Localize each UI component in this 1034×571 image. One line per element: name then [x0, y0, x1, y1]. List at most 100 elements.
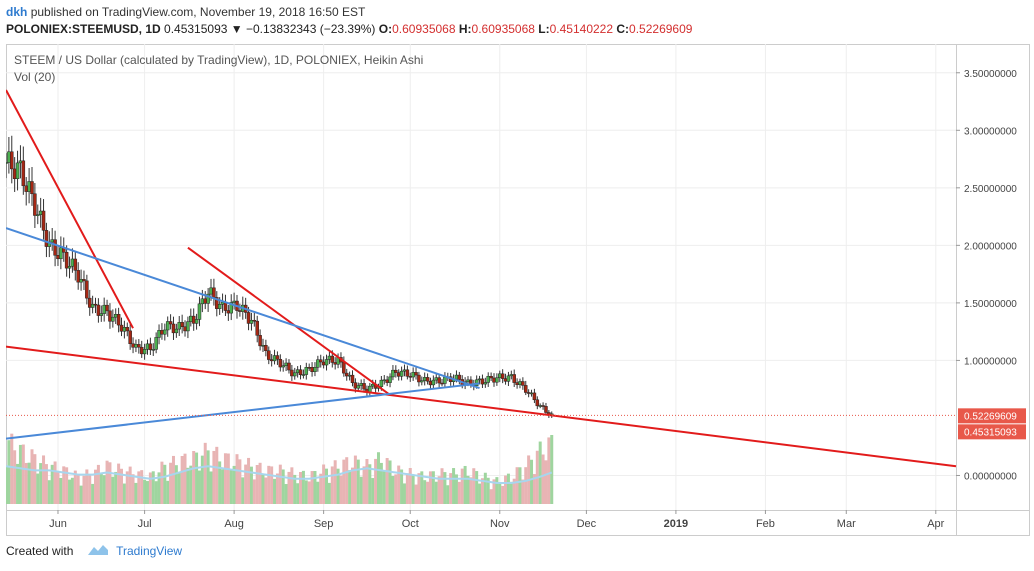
candle-body: [344, 372, 349, 377]
volume-bar: [200, 455, 204, 504]
volume-bar: [238, 459, 242, 504]
volume-bar: [174, 465, 178, 504]
candle-body: [209, 287, 213, 295]
price-badge: [958, 408, 1026, 424]
candle-body: [186, 321, 190, 332]
price-change: ▼ −0.13832343 (−23.39%): [230, 22, 376, 36]
author-link[interactable]: dkh: [6, 5, 28, 19]
candle-body: [321, 361, 326, 366]
volume-bar: [131, 474, 135, 504]
candle-body: [538, 405, 542, 407]
trendlines[interactable]: [5, 89, 957, 468]
x-tick-label: Mar: [837, 518, 856, 530]
candle-body: [532, 392, 537, 401]
candle-body: [30, 181, 34, 195]
y-tick-label: 1.00000000: [964, 356, 1017, 367]
candle-body: [160, 330, 164, 335]
volume-bar: [428, 471, 432, 504]
candle-body: [287, 362, 291, 371]
volume-bar: [215, 446, 219, 504]
volume-bar: [212, 450, 216, 504]
volume-bar: [111, 476, 115, 504]
y-tick-label: 3.00000000: [964, 126, 1017, 137]
candle-body: [526, 392, 531, 394]
volume-bar: [7, 440, 11, 504]
volume-bar: [134, 482, 138, 504]
volume-bar: [362, 466, 366, 504]
candle-body: [498, 373, 502, 379]
candle-body: [477, 378, 482, 381]
volume-bar: [402, 483, 406, 504]
candle-body: [102, 304, 106, 314]
candle-body: [417, 374, 421, 383]
volume-bar: [252, 479, 256, 504]
volume-bar: [59, 477, 63, 504]
volume-bar: [206, 450, 210, 504]
volume-bar: [368, 464, 372, 504]
volume-bar: [91, 483, 95, 504]
created-with-label: Created with: [6, 544, 74, 558]
candle-body: [64, 251, 69, 269]
volume-bar: [359, 476, 363, 504]
price-axis[interactable]: 3.50000000 3.00000000 2.50000000 2.00000000…: [956, 69, 1017, 483]
candle-body: [36, 214, 40, 216]
candle-body: [512, 374, 516, 383]
volume-bar: [171, 455, 175, 504]
candle-body: [342, 361, 346, 374]
volume-bar: [310, 471, 314, 504]
candle-body: [333, 362, 337, 365]
publish-line: dkh published on TradingView.com, Novemb…: [6, 5, 365, 19]
volume-bar: [356, 459, 360, 504]
volume-bar: [345, 457, 349, 504]
volume-bar: [342, 459, 346, 504]
close-value: 0.52269609: [629, 22, 693, 36]
candle-body: [313, 367, 317, 372]
volume-bar: [284, 484, 288, 504]
volume-bar: [379, 462, 383, 504]
candle-body: [217, 304, 222, 309]
x-tick-label: Nov: [490, 518, 510, 530]
candle-body: [437, 377, 441, 384]
volume-bar: [151, 471, 155, 504]
candle-body: [145, 343, 150, 350]
candle-body: [137, 344, 141, 348]
candle-body: [189, 315, 193, 322]
volume-bar: [463, 465, 467, 504]
volume-bar: [382, 471, 386, 504]
volume-bar: [50, 464, 54, 504]
volume-bar: [267, 465, 271, 504]
volume-bar: [336, 468, 340, 504]
volume-bar: [376, 452, 380, 504]
price-chart[interactable]: 3.50000000 3.00000000 2.50000000 2.00000000…: [4, 44, 1030, 536]
volume-bar: [166, 480, 170, 504]
blue-trendline: [5, 382, 480, 440]
candle-body: [489, 375, 493, 379]
candle-body: [388, 376, 392, 383]
chart-area[interactable]: 3.50000000 3.00000000 2.50000000 2.00000000…: [4, 44, 1030, 536]
candle-body: [492, 377, 496, 383]
volume-bar: [521, 479, 525, 504]
volume-bar: [299, 472, 303, 504]
volume-bar: [495, 477, 499, 504]
candle-body: [70, 258, 75, 267]
volume-bar: [408, 468, 412, 504]
candle-body: [327, 355, 332, 360]
volume-bar: [88, 474, 92, 504]
time-axis[interactable]: Jun Jul Aug Sep Oct Nov Dec 2019 Feb Mar Apr: [49, 510, 945, 530]
candle-body: [515, 382, 519, 385]
candle-body: [399, 370, 404, 377]
x-tick-label: Jun: [49, 518, 67, 530]
volume-bar: [405, 473, 409, 504]
candle-body: [177, 322, 182, 330]
volume-bar: [547, 437, 551, 504]
tradingview-logo-icon[interactable]: [87, 544, 109, 559]
chart-border: [6, 44, 1030, 536]
volume-bar: [16, 463, 20, 504]
candle-body: [293, 372, 297, 377]
x-tick-label: Feb: [756, 518, 775, 530]
volume-bar: [501, 485, 505, 504]
volume-bar: [440, 468, 444, 504]
tradingview-brand-link[interactable]: TradingView: [116, 544, 183, 558]
volume-bar: [221, 469, 225, 504]
candle-body: [347, 374, 352, 377]
